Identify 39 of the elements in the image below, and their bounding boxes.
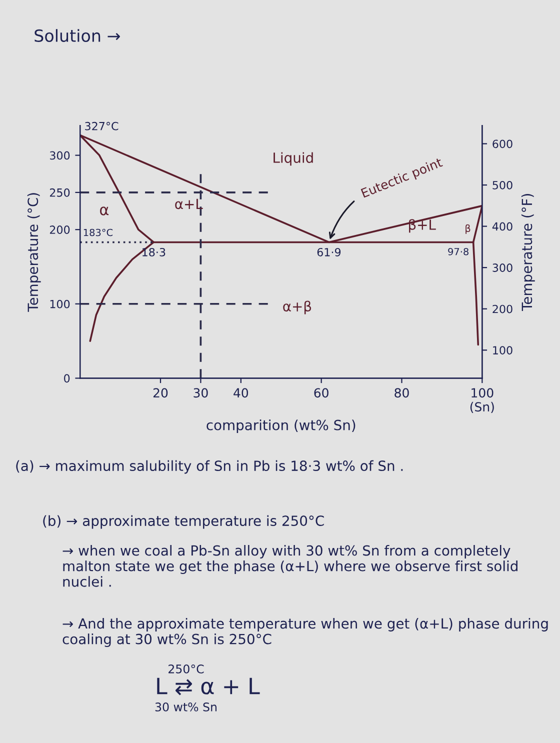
x-tick-label: 20 [153,388,168,398]
y-tick-label: 100 [50,300,70,308]
annotation: β+L [409,219,436,233]
text: L ⇄ α + L [157,678,260,696]
y-tick-label: 300 [50,151,70,160]
x-tick-label: 60 [314,388,328,398]
text: 250°C [168,664,204,674]
y2-tick-label: 500 [492,180,512,190]
y2-tick-label: 200 [492,304,512,314]
x-tick-label: 80 [394,388,409,398]
y2-tick-label: 400 [492,222,512,231]
x-tick-label: 100 (Sn) [470,388,494,414]
annotation: α+L [175,198,203,210]
y2-tick-label: 300 [492,264,512,272]
annotation: 327°C [85,122,118,130]
y-tick-label: 200 [50,226,70,234]
text: 30 wt% Sn [155,702,216,712]
y-tick-label: 0 [64,374,70,383]
chart-title: Solution → [34,29,120,42]
y2-tick-label: 600 [492,140,512,148]
text: → And the approximate temperature when we get (α+L) phase during coaling at 30 wt% Sn is 250°C [62,618,548,647]
annotation: 183°C [84,228,113,236]
annotation: 18·3 [142,248,166,256]
text: (a) → maximum salubility of Sn in Pb is 18·3 wt% of Sn . [16,460,403,474]
x-axis-title: comparition (wt% Sn) [206,420,356,433]
annotation: α+β [283,300,312,314]
annotation: α [100,206,109,216]
annotation: β [466,224,470,234]
text: (b) → approximate temperature is 250°C [43,515,324,529]
annotation: 61·9 [317,248,341,256]
x-tick-label: 30 [194,388,208,398]
y2-axis-title: Temperature (°F) [521,194,535,311]
x-tick-label: 40 [234,388,248,398]
y-axis-title: Temperature (°C) [27,193,41,312]
text: → when we coal a Pb-Sn alloy with 30 wt% Sn from a completely malton state we get the phase (α+L) where we observe first solid nuclei . [62,545,518,587]
annotation: Liquid [274,152,313,166]
annotation: 97·8 [448,248,468,256]
y2-tick-label: 100 [493,346,512,354]
y-tick-label: 250 [50,188,70,197]
